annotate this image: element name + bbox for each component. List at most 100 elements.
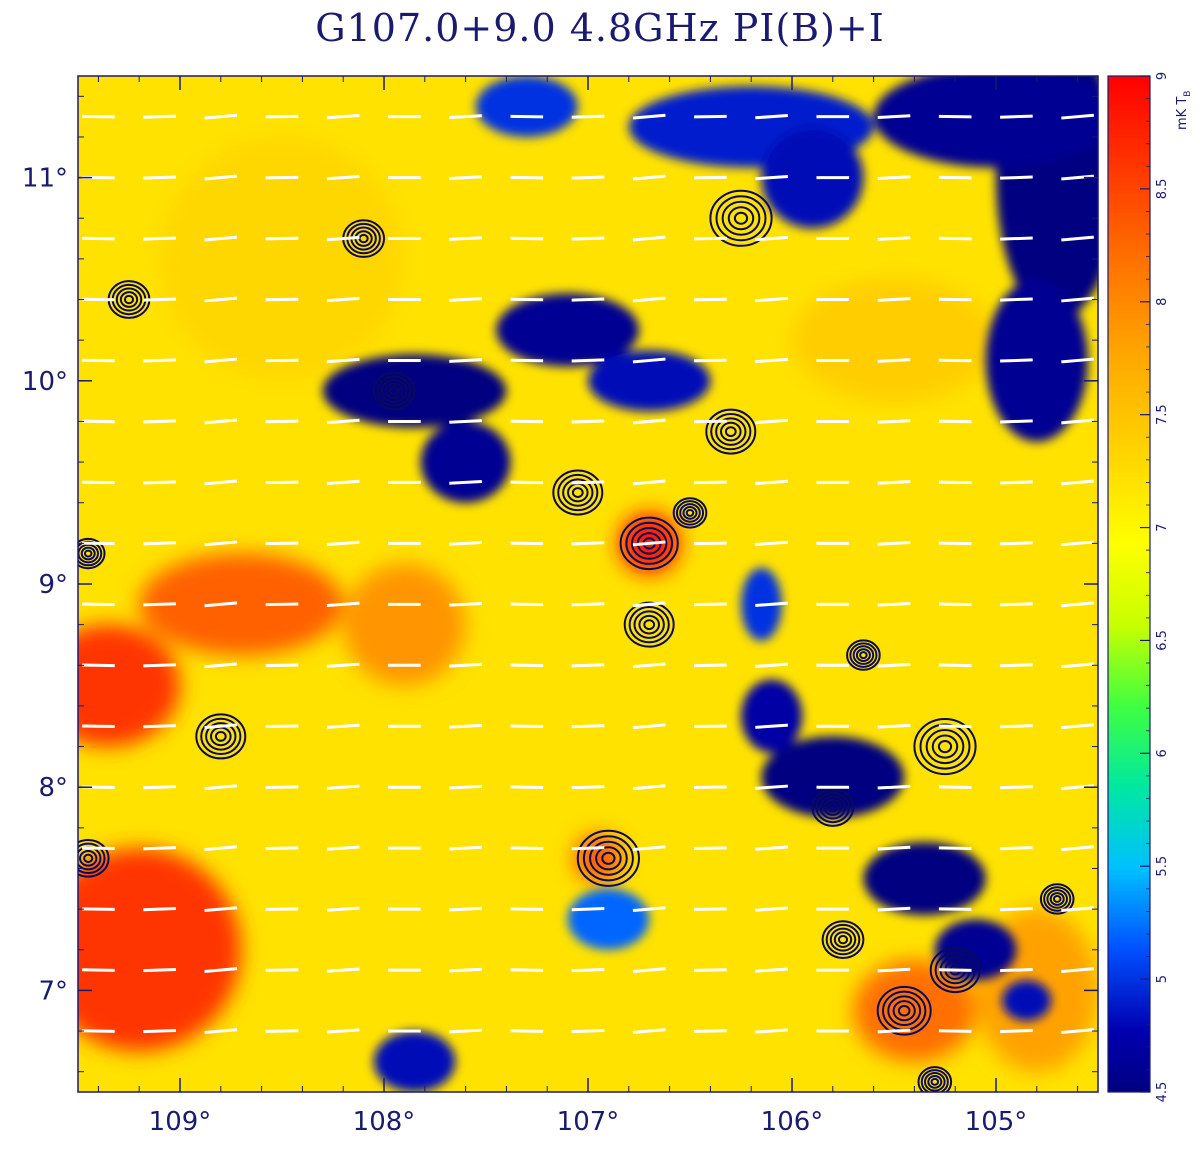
contour-line <box>576 829 641 887</box>
b-vector <box>82 907 115 911</box>
b-vector <box>265 419 299 424</box>
b-vector <box>510 602 544 607</box>
b-vector <box>204 906 238 913</box>
b-vector <box>510 785 544 789</box>
depolarization-region <box>761 126 864 229</box>
contour-line <box>380 378 408 403</box>
chart-title: G107.0+9.0 4.8GHz PI(B)+I <box>315 6 885 50</box>
contour-line <box>892 1000 916 1022</box>
contour-line <box>631 526 668 560</box>
b-vector <box>143 419 176 424</box>
b-vector <box>755 601 788 607</box>
b-vector <box>571 602 605 607</box>
b-vector <box>449 297 482 302</box>
b-vector <box>265 541 299 546</box>
b-vector <box>755 784 788 790</box>
b-vector <box>1061 174 1094 181</box>
contour-source <box>876 985 932 1036</box>
b-vector <box>265 663 299 668</box>
colorbar-tick-label: 5.5 <box>1155 856 1170 877</box>
b-vector <box>938 724 972 729</box>
emission-region <box>573 833 623 883</box>
y-tick-label: 9° <box>38 570 68 600</box>
b-vector <box>632 174 666 181</box>
x-axis: 109° 108° 107° 106° 105° <box>97 76 1079 1137</box>
b-vector <box>1000 419 1033 424</box>
b-vector <box>510 419 544 424</box>
b-vector <box>694 724 727 729</box>
contour-source <box>576 829 641 887</box>
b-vector <box>694 114 727 119</box>
b-vector <box>938 846 972 850</box>
b-vector <box>1061 235 1094 242</box>
b-vector <box>1061 479 1094 486</box>
b-vector <box>265 602 299 607</box>
b-vector <box>571 358 605 363</box>
colorbar-tick-label: 8.5 <box>1155 179 1170 200</box>
contour-line <box>78 842 106 875</box>
b-vector <box>755 906 788 912</box>
b-vector <box>265 358 299 363</box>
b-vector <box>1000 541 1033 546</box>
b-vector <box>143 1028 176 1034</box>
b-vector <box>510 175 544 180</box>
contour-line <box>920 1069 949 1092</box>
b-vector <box>449 601 482 607</box>
b-vector <box>571 419 605 424</box>
b-vector <box>1061 845 1094 852</box>
contour-line <box>919 723 971 770</box>
b-vector <box>326 357 360 364</box>
b-vector <box>632 1028 666 1034</box>
colorbar-tick-label: 7.5 <box>1155 404 1170 425</box>
colorbar-tick-label: 9 <box>1155 72 1170 80</box>
b-vector <box>326 479 360 486</box>
contour-line <box>633 610 665 639</box>
contour-line <box>83 853 94 863</box>
b-vector <box>1061 784 1094 791</box>
b-vector <box>632 601 666 608</box>
x-tick-label: 109° <box>149 1107 212 1137</box>
b-vector <box>938 1029 972 1033</box>
x-tick-label: 106° <box>761 1107 824 1137</box>
b-vector <box>632 235 666 242</box>
b-vector <box>938 663 972 668</box>
depolarization-region <box>588 350 711 412</box>
b-vector <box>938 358 972 363</box>
b-vector <box>877 845 911 851</box>
b-vector <box>1000 724 1033 729</box>
b-vector <box>938 114 972 119</box>
depolarization-region <box>373 1031 456 1092</box>
contour-line <box>619 516 679 571</box>
b-vector <box>265 480 299 485</box>
b-vector <box>938 907 972 911</box>
contour-line <box>727 206 755 231</box>
b-vector <box>449 723 482 729</box>
b-vector <box>265 846 299 850</box>
b-vector <box>632 967 666 973</box>
contour-line <box>710 412 752 451</box>
contour-line <box>623 601 675 648</box>
contour-line <box>825 923 861 956</box>
b-vector <box>1061 601 1094 608</box>
b-vector <box>449 662 482 668</box>
b-vector <box>571 1028 605 1034</box>
b-vector <box>755 235 788 242</box>
b-vector <box>265 968 299 972</box>
contour-source <box>623 601 675 648</box>
contour-line <box>685 508 695 517</box>
b-vector <box>82 846 115 850</box>
b-vector <box>326 296 360 303</box>
contour-line <box>709 189 773 247</box>
emission-region <box>139 553 344 656</box>
contour-line <box>937 740 953 754</box>
b-vector <box>1000 846 1033 851</box>
b-vector <box>694 175 727 180</box>
contour-line <box>715 417 747 446</box>
contour-source <box>811 788 855 827</box>
contour-line <box>582 835 634 882</box>
contour-line <box>1049 892 1065 906</box>
colorbar-gradient <box>1108 76 1150 1092</box>
contour-source <box>913 718 977 776</box>
b-vector <box>510 541 544 546</box>
